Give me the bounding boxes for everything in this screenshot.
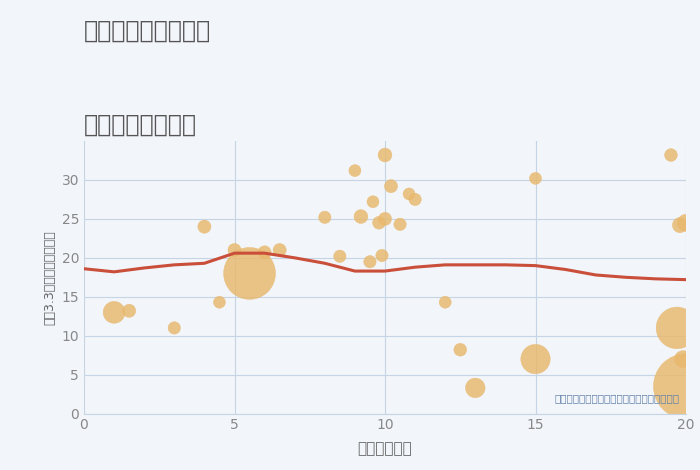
Text: 駅距離別土地価格: 駅距離別土地価格 — [84, 113, 197, 137]
Point — [356, 213, 367, 220]
Point — [244, 270, 256, 277]
Point — [530, 355, 541, 363]
X-axis label: 駅距離（分）: 駅距離（分） — [358, 441, 412, 456]
Point — [403, 190, 414, 198]
Point — [680, 383, 692, 390]
Point — [199, 223, 210, 230]
Point — [377, 252, 388, 259]
Y-axis label: 坪（3.3㎡）単価（万円）: 坪（3.3㎡）単価（万円） — [43, 230, 56, 325]
Point — [671, 324, 682, 332]
Point — [530, 175, 541, 182]
Point — [108, 309, 120, 316]
Point — [455, 346, 466, 353]
Point — [678, 355, 689, 363]
Point — [470, 384, 481, 392]
Point — [379, 151, 391, 159]
Point — [319, 213, 330, 221]
Point — [379, 215, 391, 223]
Text: 円の大きさは、取引のあった物件面積を示す: 円の大きさは、取引のあった物件面積を示す — [555, 393, 680, 403]
Point — [440, 298, 451, 306]
Point — [373, 219, 384, 227]
Point — [665, 151, 676, 159]
Point — [368, 198, 379, 205]
Point — [410, 196, 421, 203]
Point — [674, 221, 685, 229]
Point — [123, 307, 134, 314]
Point — [229, 246, 240, 254]
Point — [349, 167, 360, 174]
Point — [364, 258, 375, 266]
Point — [259, 249, 270, 256]
Point — [214, 298, 225, 306]
Point — [680, 219, 692, 227]
Point — [386, 182, 397, 190]
Point — [169, 324, 180, 332]
Point — [395, 220, 406, 228]
Text: 兵庫県高砂市緑丘の: 兵庫県高砂市緑丘の — [84, 19, 211, 43]
Point — [274, 246, 286, 254]
Point — [335, 252, 346, 260]
